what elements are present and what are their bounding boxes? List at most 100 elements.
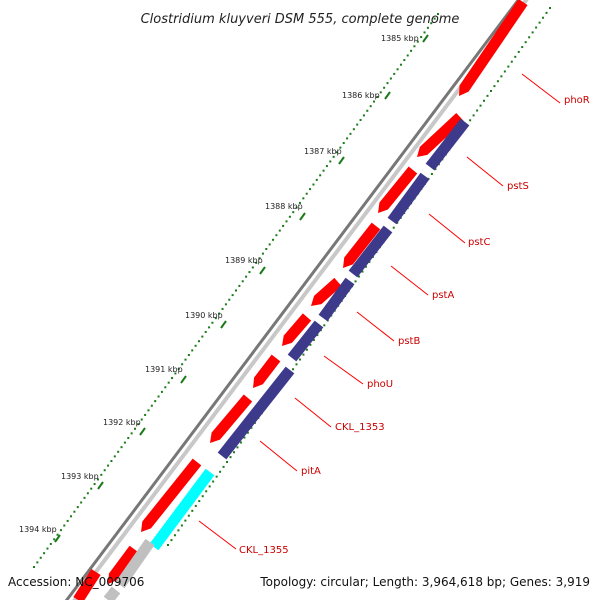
tick-dot	[396, 68, 399, 71]
tick-dot	[219, 470, 222, 473]
tick-dot	[336, 151, 338, 154]
tick-dot	[521, 46, 524, 49]
tick-dot	[235, 289, 237, 292]
tick-dot	[56, 533, 59, 536]
tick-dot	[123, 441, 126, 444]
tick-dot	[204, 330, 207, 333]
tick-dot	[140, 418, 143, 421]
tick-dot	[359, 118, 362, 121]
tick-dot	[434, 168, 437, 171]
tick-dot	[364, 265, 367, 268]
tick-dot	[322, 169, 325, 172]
tick-dot	[228, 298, 231, 301]
tick-dot	[218, 312, 221, 315]
cds-arrow	[210, 394, 253, 443]
tick-dot	[298, 201, 301, 204]
tick-dot	[261, 252, 264, 255]
gene-band	[387, 172, 430, 225]
tick-dot	[154, 400, 157, 403]
tick-dot	[389, 77, 392, 80]
tick-dot	[430, 22, 433, 25]
tick-dot	[160, 390, 163, 393]
tick-dot	[238, 284, 241, 287]
tick-dot	[250, 426, 253, 429]
tick-dot	[205, 490, 208, 493]
tick-dot	[342, 142, 345, 145]
tick-dot	[59, 529, 62, 532]
tick-dot	[171, 377, 174, 380]
tick-dot	[406, 54, 409, 57]
tick-dot	[316, 334, 319, 337]
tick-dot	[208, 485, 211, 488]
tick-dot	[258, 257, 261, 260]
tick-dot	[113, 455, 116, 458]
tick-dot	[349, 132, 352, 135]
tick-dot	[194, 344, 197, 347]
tick-dot	[107, 464, 110, 467]
tick-dot	[214, 317, 217, 320]
gene-label: CKL_1353	[335, 422, 385, 433]
cds-arrow	[311, 277, 342, 306]
tick-dot	[312, 183, 315, 186]
cds-band	[73, 569, 101, 600]
tick-dot	[197, 340, 200, 343]
tick-dot	[70, 515, 73, 518]
tick-dot	[93, 483, 96, 486]
label-leader	[521, 73, 561, 104]
tick-dot	[423, 31, 426, 34]
tick-dot	[486, 94, 489, 97]
tick-dot	[127, 436, 130, 439]
tick-dot	[241, 280, 244, 283]
tick-dot	[469, 119, 472, 122]
tick-dot	[130, 432, 133, 435]
tick-dot	[100, 473, 103, 476]
tick-dot	[226, 461, 229, 464]
major-tick	[338, 156, 345, 165]
tick-dot	[187, 354, 190, 357]
gene-band	[318, 277, 355, 322]
tick-dot	[120, 446, 123, 449]
tick-dot	[177, 367, 180, 370]
tick-dot	[46, 547, 49, 550]
gene-label: pstA	[432, 290, 454, 301]
tick-dot	[33, 566, 35, 568]
tick-dot	[221, 307, 224, 310]
cds-arrow	[282, 313, 312, 346]
tick-dot	[413, 45, 416, 48]
other-band	[103, 586, 121, 600]
major-tick	[422, 34, 429, 43]
tick-dot	[157, 395, 160, 398]
tick-dot	[285, 220, 288, 223]
tick-dot	[272, 238, 275, 241]
tick-dot	[489, 89, 492, 92]
tick-dot	[302, 197, 305, 200]
tick-dot	[305, 348, 308, 351]
tick-dot	[288, 215, 291, 218]
tick-dot	[212, 480, 215, 483]
gene-label: pstB	[398, 336, 420, 347]
tick-dot	[211, 321, 214, 324]
tick-dot	[245, 275, 248, 278]
tick-dot	[514, 55, 517, 58]
tick-dot	[542, 16, 545, 19]
tick-dot	[80, 501, 83, 504]
tick-dot	[144, 413, 147, 416]
kbp-label: 1393 kbp	[61, 472, 99, 481]
gene-label: pstC	[468, 237, 490, 248]
label-leader	[294, 397, 332, 428]
tick-dot	[164, 386, 167, 389]
tick-dot	[361, 270, 364, 273]
tick-dot	[268, 243, 271, 246]
tick-dot	[362, 114, 365, 117]
tick-dot	[177, 529, 180, 532]
tick-dot	[201, 495, 204, 498]
tick-dot	[66, 519, 69, 522]
gene-band	[348, 225, 393, 278]
tick-dot	[305, 192, 308, 195]
tick-dot	[500, 75, 503, 78]
tick-dot	[383, 86, 386, 89]
tick-dot	[368, 260, 371, 263]
gene-label: pstS	[507, 181, 529, 192]
tick-dot	[323, 324, 326, 327]
tick-dot	[275, 234, 278, 237]
